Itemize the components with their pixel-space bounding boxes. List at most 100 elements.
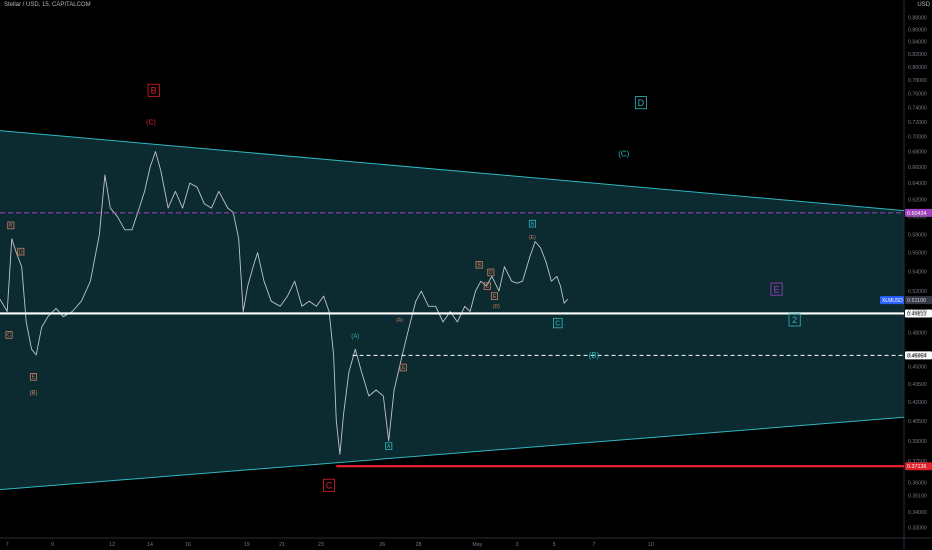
y-tick-label: 0.45000 [908,364,927,370]
wave-label-box [399,363,407,372]
y-tick-label: 0.48000 [908,331,927,337]
wave-label-box [147,83,160,97]
level-label-dashed-white: 0.45954 [907,353,927,359]
current-price-label: 0.51100 [907,298,926,304]
wave-label: D [638,98,645,108]
wave-label: A [387,444,391,450]
x-tick-label: 23 [318,542,324,548]
y-tick-label: 0.72000 [908,120,927,126]
y-tick-label: 0.40500 [908,419,927,425]
y-tick-label: 0.35100 [908,494,927,500]
x-tick-label: 28 [416,542,422,548]
y-tick-label: 0.84000 [908,40,927,46]
wave-label-box [385,442,393,450]
wave-label: A [402,365,406,371]
wave-label: (E) [529,235,536,241]
wave-label: (B) [589,351,600,360]
x-tick-label: 12 [109,542,115,548]
wave-label: C [555,321,560,328]
symbol-tag: XLMUSD [882,298,903,304]
y-tick-label: 0.86000 [908,27,927,33]
y-tick-label: 0.60000 [908,215,927,221]
wave-label-box [552,317,563,329]
wave-label: C [7,333,11,339]
level-label-bg-dashed-white [905,351,932,360]
x-tick-label: 7 [592,542,595,548]
x-tick-label: 5 [553,542,556,548]
wave-label-box [490,292,499,300]
x-tick-label: 10 [648,542,654,548]
wave-label: E [32,375,36,381]
y-tick-label: 0.76000 [908,92,927,98]
wave-label: C [326,481,333,491]
y-tick-label: 0.58000 [908,232,927,238]
y-tick-label: 0.68000 [908,150,927,156]
y-tick-label: 0.78000 [908,78,927,84]
wave-label: E [774,284,780,294]
wave-label-box [528,219,536,228]
wave-label: 2 [792,315,797,325]
symbol-tag-bg [880,296,904,305]
y-tick-label: 0.39000 [908,439,927,445]
wave-label-box [323,478,336,492]
wave-label: B [9,223,13,229]
wave-label: (C) [146,119,156,126]
y-tick-label: 0.74000 [908,106,927,112]
y-tick-label: 0.37500 [908,459,927,465]
x-tick-label: 7 [6,542,9,548]
y-tick-label: 0.46000 [908,353,927,359]
y-tick-label: 0.88000 [908,15,927,21]
y-tick-label: 0.62000 [908,198,927,204]
level-label-bg-support [905,309,932,318]
triangle-fill [0,130,904,490]
x-tick-label: May [472,542,482,548]
y-tick-label: 0.82000 [908,52,927,58]
x-tick-label: 26 [380,542,386,548]
wave-label: (C) [618,150,629,159]
wave-label-box [5,331,13,339]
y-tick-label: 0.52000 [908,289,927,295]
wave-label: D [489,270,493,276]
wave-label: C [485,284,489,290]
x-tick-label: 21 [279,542,285,548]
level-label-bg-dashed-purple [905,208,932,217]
y-tick-label: 0.54000 [908,269,927,275]
wave-label: (D) [493,304,500,310]
wave-label-box [634,96,647,110]
level-label-dashed-purple: 0.60434 [907,211,927,217]
y-tick-label: 0.36000 [908,480,927,486]
wave-label: (B) [29,391,37,397]
current-price-bg [905,296,932,305]
wave-label: B [151,86,157,96]
y-tick-label: 0.50000 [908,310,927,316]
wave-label: (A) [396,318,403,324]
y-tick-label: 0.34000 [908,510,927,516]
wave-label-box [7,221,15,230]
wave-label: B [531,221,535,227]
wave-label: E [493,294,497,300]
x-tick-label: 19 [244,542,250,548]
level-label-bg-bottom [905,462,932,471]
price-series-line [0,151,569,455]
x-tick-label: 14 [147,542,153,548]
wave-label-box [788,313,801,327]
y-tick-label: 0.66000 [908,165,927,171]
y-tick-label: 0.42000 [908,400,927,406]
x-tick-label: 16 [185,542,191,548]
triangle-lower-line [0,416,905,491]
y-tick-label: 0.33000 [908,526,927,532]
wave-label-box [17,247,25,256]
x-tick-label: 9 [51,542,54,548]
y-tick-label: 0.70000 [908,134,927,140]
wave-label-box [770,282,783,296]
y-tick-label: 0.80000 [908,65,927,71]
y-tick-label: 0.43500 [908,382,927,388]
triangle-upper-line [0,130,905,212]
wave-label: B [477,263,481,269]
wave-label-box [487,268,495,277]
symbol-title[interactable]: Stellar / USD, 15, CAPITALCOM [4,2,91,8]
y-tick-label: 0.56000 [908,251,927,257]
wave-label: D [19,249,23,255]
